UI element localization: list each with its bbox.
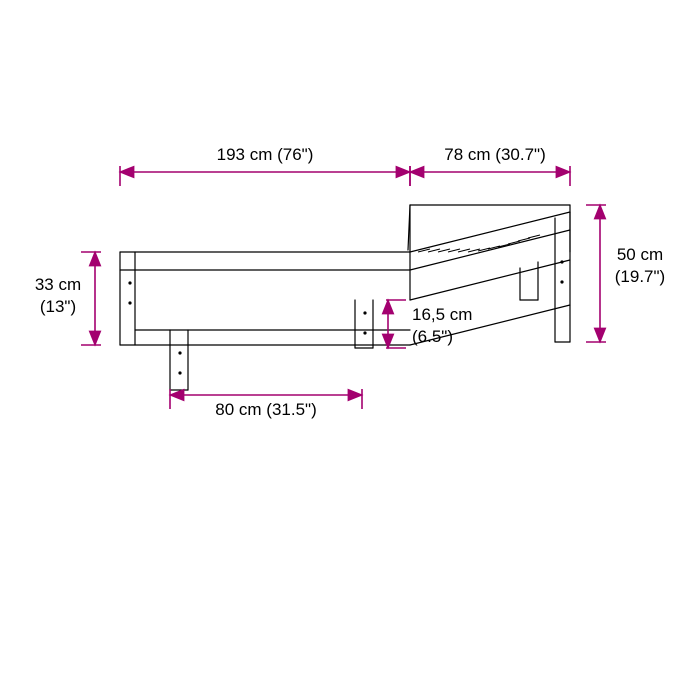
- dimension-label-mid_height: 16,5 cm: [412, 305, 472, 324]
- dimension-lines: [81, 166, 606, 409]
- dimension-diagram: 193 cm (76") 78 cm (30.7") 33 cm (13") 50 cm…: [0, 0, 700, 700]
- dimension-label-top_length: 193 cm (76"): [217, 145, 314, 164]
- dimension-label-bottom_span: 80 cm (31.5"): [215, 400, 316, 419]
- dimension-label-right_height: 50 cm: [617, 245, 663, 264]
- dimension-label-left_height: 33 cm: [35, 275, 81, 294]
- dimension-label-mid_height-2: (6.5"): [412, 327, 453, 346]
- dimension-label-left_height-2: (13"): [40, 297, 76, 316]
- dimension-label-top_depth: 78 cm (30.7"): [444, 145, 545, 164]
- bed-slats: [418, 235, 540, 252]
- dimension-label-right_height-2: (19.7"): [615, 267, 665, 286]
- product-outline: [120, 205, 570, 390]
